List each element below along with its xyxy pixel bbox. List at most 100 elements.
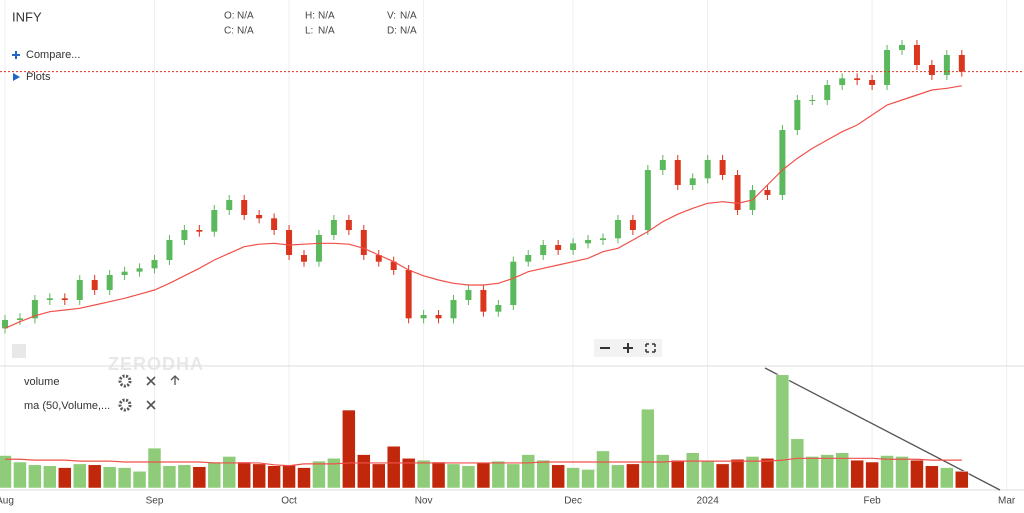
candle-body <box>824 85 831 100</box>
candle-body <box>106 275 113 290</box>
compare-button[interactable]: Compare... <box>12 49 80 61</box>
volume-bar <box>207 461 222 489</box>
volume-bar <box>775 374 790 489</box>
watermark-logo <box>12 344 26 358</box>
study-ma: ma (50,Volume,... <box>24 398 156 412</box>
fullscreen[interactable] <box>645 343 656 353</box>
volume-bar <box>910 459 924 489</box>
close-icon[interactable] <box>146 376 156 386</box>
volume-bar <box>880 455 894 489</box>
volume-bar <box>715 463 730 489</box>
volume-bar <box>267 465 281 489</box>
study-label: volume <box>24 376 59 388</box>
volume-bar <box>282 464 296 489</box>
candle-body <box>525 255 532 262</box>
candle-body <box>913 45 920 65</box>
grid <box>4 0 1008 490</box>
settings-icon[interactable] <box>118 374 132 388</box>
candle-body <box>286 230 293 255</box>
candle-body <box>614 220 621 239</box>
volume-bar <box>671 459 685 489</box>
candle-body <box>734 175 741 210</box>
candle-body <box>674 160 681 185</box>
volume-bar <box>760 458 775 489</box>
field-key: V: <box>387 11 396 22</box>
candle-body <box>2 320 8 329</box>
compare-label[interactable]: Compare... <box>26 49 80 61</box>
volume-bar <box>147 447 162 489</box>
volume-bar <box>641 408 655 489</box>
candle-body <box>570 243 577 250</box>
volume-bar <box>43 465 57 489</box>
field-value: N/A <box>400 26 417 37</box>
candle-body <box>600 238 606 240</box>
candle-body <box>958 55 965 72</box>
candle-body <box>46 298 53 300</box>
candle-body <box>704 160 711 179</box>
candle-body <box>226 200 233 210</box>
volume-bar <box>416 459 431 489</box>
candle-body <box>390 261 397 270</box>
field-key: O: <box>224 11 235 22</box>
plots-button[interactable]: Plots <box>13 71 51 83</box>
volume-bar <box>865 461 879 489</box>
up-icon[interactable] <box>170 375 180 385</box>
candle-body <box>375 255 382 262</box>
volume-bar <box>626 463 640 489</box>
x-tick-label: Mar <box>998 496 1016 507</box>
candle-body <box>121 271 128 275</box>
field-value: N/A <box>237 11 254 22</box>
candle-body <box>585 240 592 244</box>
candle-body <box>480 290 487 312</box>
candle-body <box>91 280 98 290</box>
field-value: N/A <box>318 26 335 37</box>
candle-body <box>420 315 427 319</box>
volume-bar <box>431 461 446 489</box>
candle-body <box>928 65 935 75</box>
x-tick-label: Oct <box>281 496 297 507</box>
plots-label[interactable]: Plots <box>26 71 51 83</box>
candle-body <box>779 130 786 195</box>
candle-body <box>345 220 352 230</box>
volume-bar <box>895 456 909 489</box>
close-icon[interactable] <box>146 400 156 410</box>
candle-body <box>256 215 263 219</box>
candle-body <box>899 45 905 50</box>
volume-bar <box>925 465 939 489</box>
volume-bar <box>700 460 715 489</box>
volume-bar <box>536 459 550 489</box>
plus-icon <box>12 51 20 59</box>
volume-bar <box>87 464 102 489</box>
candle-body <box>689 178 696 185</box>
candle-body <box>555 245 562 250</box>
candle-body <box>510 261 517 305</box>
candle-body <box>76 280 83 300</box>
volume-bar <box>162 465 177 489</box>
settings-icon[interactable] <box>118 398 132 412</box>
volume-bar <box>745 456 760 489</box>
candle-body <box>854 78 861 80</box>
candle-body <box>869 80 876 85</box>
candle-body <box>330 220 337 235</box>
volume-bar <box>0 455 12 489</box>
volume-bar <box>327 458 341 489</box>
zoom-controls <box>594 339 662 357</box>
candle-body <box>31 300 38 319</box>
candle-body <box>315 235 322 262</box>
volume-bar <box>177 464 192 489</box>
volume-bar <box>372 463 386 489</box>
field-value: N/A <box>237 26 254 37</box>
x-tick-label: Feb <box>863 496 881 507</box>
volume-bar <box>192 466 207 489</box>
candle-body <box>629 220 636 230</box>
candle-body <box>136 268 143 272</box>
volume-bar <box>342 409 356 489</box>
candle-body <box>644 170 651 230</box>
zoom-in[interactable] <box>623 343 633 353</box>
volume-bar <box>73 463 87 489</box>
field-value: N/A <box>400 11 417 22</box>
volume-bar <box>940 467 954 489</box>
candle-body <box>301 255 307 262</box>
watermark: ZERODHA <box>108 354 204 374</box>
